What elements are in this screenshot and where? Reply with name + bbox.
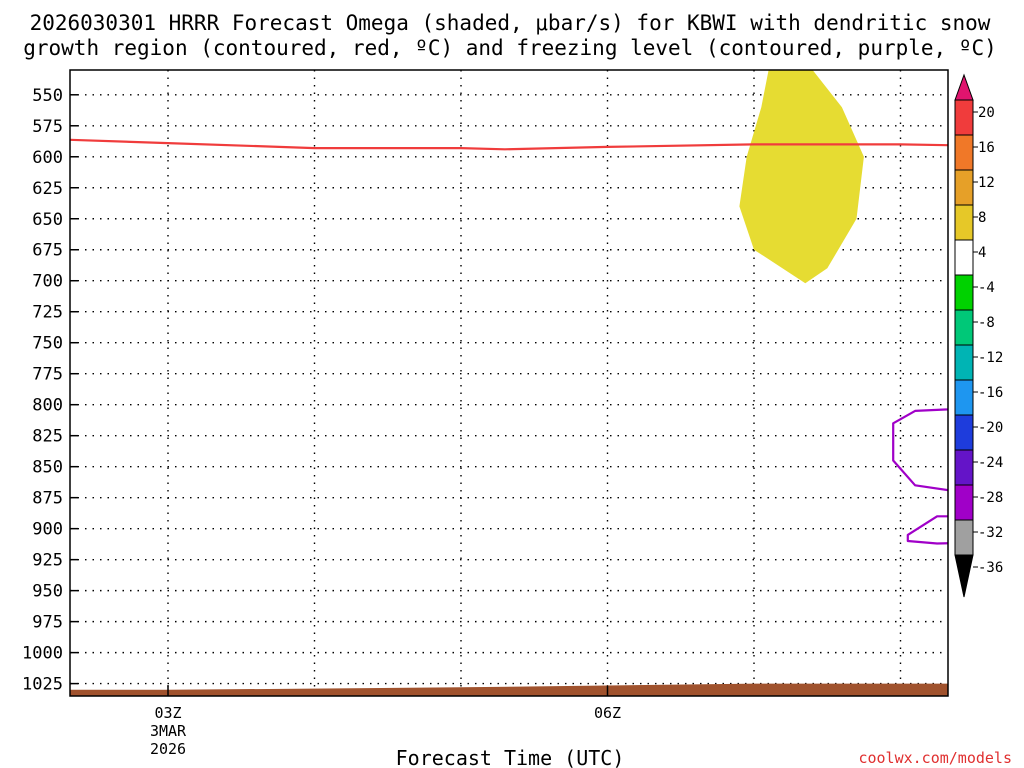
colorbar-label-12: -32 (978, 525, 1003, 541)
y-tick-label-625: 625 (32, 179, 63, 199)
y-tick-label-725: 725 (32, 303, 63, 323)
y-tick-label-775: 775 (32, 365, 63, 385)
y-tick-label-575: 575 (32, 117, 63, 137)
colorbar-label-10: -24 (978, 455, 1003, 471)
colorbar-bottom-arrow (954, 554, 974, 598)
x-tick-label-06Z: 06Z (594, 704, 621, 722)
colorbar-bin-5 (954, 274, 974, 311)
dgz-contour-line (70, 138, 948, 151)
colorbar-label-7: -12 (978, 350, 1003, 366)
colorbar-label-3: 8 (978, 210, 986, 226)
chart-title-line2: growth region (contoured, red, ºC) and f… (23, 36, 997, 60)
colorbar-bin-7 (954, 344, 974, 381)
omega-region-positive-2 (739, 70, 864, 284)
colorbar-label-1: 16 (978, 140, 995, 156)
colorbar-top-arrow (954, 73, 974, 101)
y-tick-label-825: 825 (32, 427, 63, 447)
axes: 550 575 600 625 650 675 700 725 750 775 800 825 850 8… (22, 69, 949, 722)
omega-region-positive-3 (0, 566, 22, 634)
colorbar-bin-11 (954, 484, 974, 521)
date-label-day: 3MAR (150, 722, 187, 740)
y-tick-label-800: 800 (32, 396, 63, 416)
colorbar-bin-12 (954, 519, 974, 556)
x-axis-label: Forecast Time (UTC) (396, 746, 625, 768)
y-tick-label-975: 975 (32, 613, 63, 633)
plot-frame (69, 69, 949, 697)
y-tick-label-675: 675 (32, 241, 63, 261)
y-tick-label-1025: 1025 (22, 675, 63, 695)
colorbar-bin-2 (954, 169, 974, 206)
colorbar-legend: 20 16 12 8 4 -4 -8 -12 -16 -20 -24 -28 -32 -36 (954, 73, 1003, 598)
colorbar-bin-9 (954, 414, 974, 451)
watermark: coolwx.com/models (858, 749, 1012, 767)
y-tick-label-750: 750 (32, 334, 63, 354)
omega-region-negative-7 (1018, 535, 1024, 597)
colorbar-bin-10 (954, 449, 974, 486)
colorbar-label-8: -16 (978, 385, 1003, 401)
colorbar-label-13: -36 (978, 560, 1003, 576)
y-tick-label-650: 650 (32, 210, 63, 230)
y-tick-label-950: 950 (32, 582, 63, 602)
y-tick-label-850: 850 (32, 458, 63, 478)
colorbar-bin-0 (954, 99, 974, 136)
ground-surface (70, 683, 948, 696)
y-tick-label-1000: 1000 (22, 644, 63, 664)
y-tick-label-600: 600 (32, 148, 63, 168)
y-tick-label-900: 900 (32, 520, 63, 540)
colorbar-label-2: 12 (978, 175, 995, 191)
y-tick-label-550: 550 (32, 86, 63, 106)
y-tick-label-875: 875 (32, 489, 63, 509)
colorbar-label-4: 4 (978, 245, 986, 261)
date-label-year: 2026 (150, 740, 186, 758)
y-tick-label-925: 925 (32, 551, 63, 571)
colorbar-bin-3 (954, 204, 974, 241)
colorbar-bin-6 (954, 309, 974, 346)
x-tick-label-03Z: 03Z (154, 704, 181, 722)
colorbar-bin-1 (954, 134, 974, 171)
chart-title-line1: 2026030301 HRRR Forecast Omega (shaded, … (30, 11, 991, 35)
colorbar-label-0: 20 (978, 105, 995, 121)
y-tick-label-700: 700 (32, 272, 63, 292)
colorbar-label-6: -8 (978, 315, 995, 331)
colorbar-label-9: -20 (978, 420, 1003, 436)
colorbar-label-5: -4 (978, 280, 995, 296)
colorbar-bin-8 (954, 379, 974, 416)
plot-area: -120 (0, 70, 1024, 696)
colorbar-bin-4 (954, 239, 974, 276)
colorbar-label-11: -28 (978, 490, 1003, 506)
